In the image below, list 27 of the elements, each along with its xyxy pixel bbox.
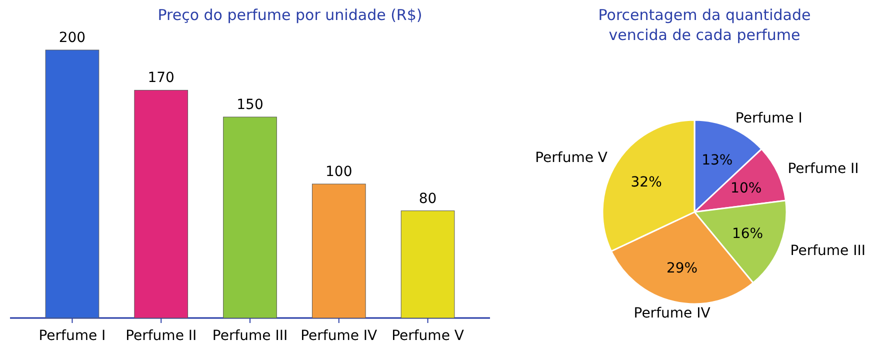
bar bbox=[400, 210, 455, 318]
slice-label: Perfume III bbox=[790, 242, 866, 259]
data-label: 80 bbox=[418, 190, 437, 207]
data-label: 200 bbox=[58, 30, 86, 46]
x-tick-label: Perfume V bbox=[392, 328, 464, 344]
data-label: 170 bbox=[148, 70, 174, 86]
data-label: 13% bbox=[702, 152, 733, 169]
bar bbox=[312, 184, 366, 318]
data-label: 100 bbox=[326, 164, 352, 180]
data-label: 29% bbox=[666, 260, 698, 277]
bar bbox=[134, 90, 188, 318]
slice-label: Perfume IV bbox=[634, 306, 711, 322]
data-label: 16% bbox=[732, 226, 764, 242]
data-label: 10% bbox=[730, 180, 762, 197]
slice-label: Perfume II bbox=[788, 161, 859, 178]
x-tick-label: Perfume II bbox=[126, 328, 197, 344]
data-label: 150 bbox=[236, 97, 264, 113]
bar bbox=[223, 116, 277, 318]
slice-label: Perfume V bbox=[535, 150, 608, 166]
data-label: 32% bbox=[630, 174, 662, 190]
x-tick-label: Perfume IV bbox=[300, 328, 378, 344]
bar bbox=[45, 50, 100, 318]
chart-title: Preço do perfume por unidade (R$) bbox=[158, 6, 422, 24]
slice-label: Perfume I bbox=[735, 110, 802, 126]
x-tick-label: Perfume I bbox=[38, 328, 106, 344]
chart-title: Porcentagem da quantidade vencida de cada perfume bbox=[598, 6, 811, 44]
x-tick-label: Perfume III bbox=[212, 328, 288, 344]
